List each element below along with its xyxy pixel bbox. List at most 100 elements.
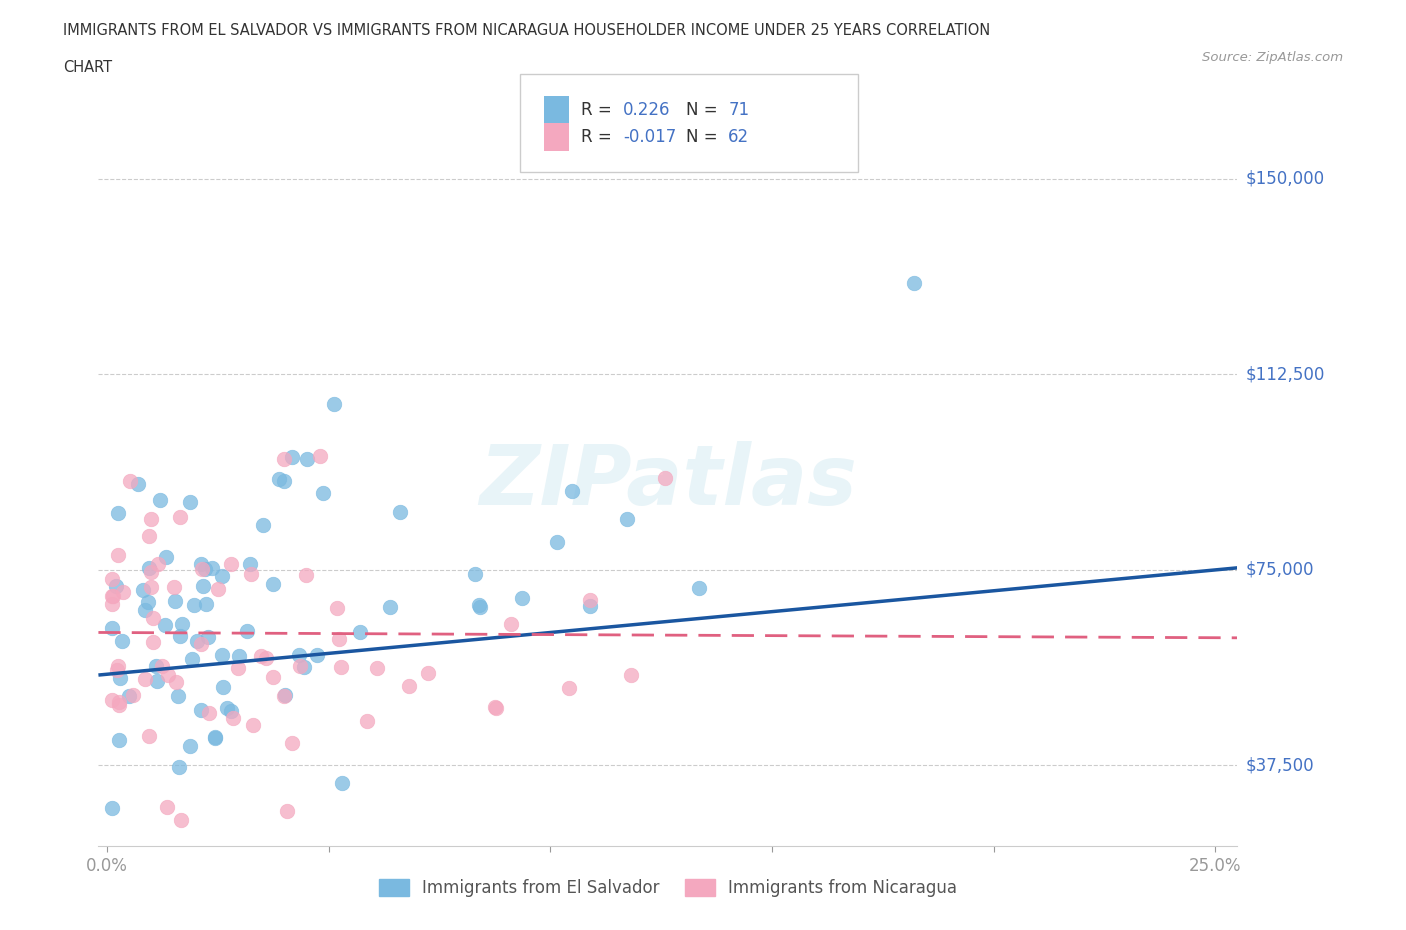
Point xyxy=(100,597,122,612)
Point xyxy=(204,729,226,744)
Text: ZIPatlas: ZIPatlas xyxy=(479,441,856,522)
Text: Source: ZipAtlas.com: Source: ZipAtlas.com xyxy=(1202,51,1343,64)
Point xyxy=(329,659,352,674)
Point xyxy=(191,579,214,594)
Point xyxy=(501,617,523,631)
Point xyxy=(183,597,205,612)
Text: $150,000: $150,000 xyxy=(1246,170,1324,188)
Point xyxy=(326,600,349,615)
Point xyxy=(127,476,149,491)
Point xyxy=(108,671,131,685)
Point xyxy=(239,556,262,571)
Point xyxy=(179,495,201,510)
Point xyxy=(145,658,167,673)
Point xyxy=(104,578,127,593)
Point xyxy=(186,633,208,648)
Point xyxy=(207,581,229,596)
Point xyxy=(118,689,141,704)
Point xyxy=(156,800,179,815)
Point xyxy=(688,580,710,595)
Text: 71: 71 xyxy=(728,100,749,119)
Text: N =: N = xyxy=(686,127,723,146)
Point xyxy=(280,736,302,751)
Point xyxy=(262,670,284,684)
Point xyxy=(201,560,224,575)
Point xyxy=(366,660,388,675)
Point xyxy=(167,759,190,774)
Point xyxy=(616,512,638,527)
Point xyxy=(295,568,318,583)
Point xyxy=(100,693,122,708)
Point xyxy=(903,275,925,290)
Point xyxy=(561,484,583,498)
Point xyxy=(484,700,506,715)
Text: 62: 62 xyxy=(728,127,749,146)
Point xyxy=(108,733,131,748)
Point xyxy=(356,714,378,729)
Point xyxy=(228,649,250,664)
Point xyxy=(211,568,233,583)
Point xyxy=(134,671,156,686)
Point xyxy=(240,566,263,581)
Point xyxy=(378,599,401,614)
Point xyxy=(273,452,295,467)
Point xyxy=(162,579,184,594)
Point xyxy=(349,625,371,640)
Point xyxy=(219,556,242,571)
Point xyxy=(197,706,219,721)
Point xyxy=(146,557,169,572)
Point xyxy=(142,634,165,649)
Point xyxy=(281,449,304,464)
Point xyxy=(149,493,172,508)
Point xyxy=(195,597,218,612)
Point xyxy=(288,647,311,662)
Point xyxy=(121,687,143,702)
Point xyxy=(141,579,163,594)
Point xyxy=(546,535,568,550)
Point xyxy=(120,474,142,489)
Point xyxy=(136,594,159,609)
Text: $112,500: $112,500 xyxy=(1246,365,1324,383)
Point xyxy=(105,663,128,678)
Point xyxy=(619,667,641,682)
Point xyxy=(190,637,212,652)
Point xyxy=(194,562,217,577)
Point xyxy=(100,621,122,636)
Point xyxy=(330,776,353,790)
Point xyxy=(211,648,233,663)
Point xyxy=(328,631,350,646)
Point xyxy=(139,512,162,526)
Point xyxy=(138,561,160,576)
Point xyxy=(157,668,180,683)
Point xyxy=(146,673,169,688)
Point xyxy=(190,703,212,718)
Point xyxy=(107,547,129,562)
Point xyxy=(311,486,333,501)
Point xyxy=(579,598,602,613)
Point xyxy=(155,550,177,565)
Point xyxy=(181,651,204,666)
Point xyxy=(388,504,411,519)
Point xyxy=(217,701,239,716)
Point xyxy=(107,505,129,520)
Text: IMMIGRANTS FROM EL SALVADOR VS IMMIGRANTS FROM NICARAGUA HOUSEHOLDER INCOME UNDE: IMMIGRANTS FROM EL SALVADOR VS IMMIGRANT… xyxy=(63,23,990,38)
Point xyxy=(305,647,328,662)
Point xyxy=(254,651,277,666)
Point xyxy=(250,649,273,664)
Point xyxy=(579,592,602,607)
Point xyxy=(323,396,346,411)
Point xyxy=(170,617,193,631)
Point xyxy=(512,591,534,605)
Point xyxy=(150,658,173,673)
Point xyxy=(108,698,131,712)
Point xyxy=(654,471,676,485)
Point xyxy=(169,510,191,525)
Point xyxy=(226,661,249,676)
Text: $37,500: $37,500 xyxy=(1246,756,1315,775)
Text: 0.226: 0.226 xyxy=(623,100,671,119)
Point xyxy=(309,449,332,464)
Point xyxy=(485,701,508,716)
Point xyxy=(179,738,201,753)
Point xyxy=(262,577,284,591)
Point xyxy=(242,717,264,732)
